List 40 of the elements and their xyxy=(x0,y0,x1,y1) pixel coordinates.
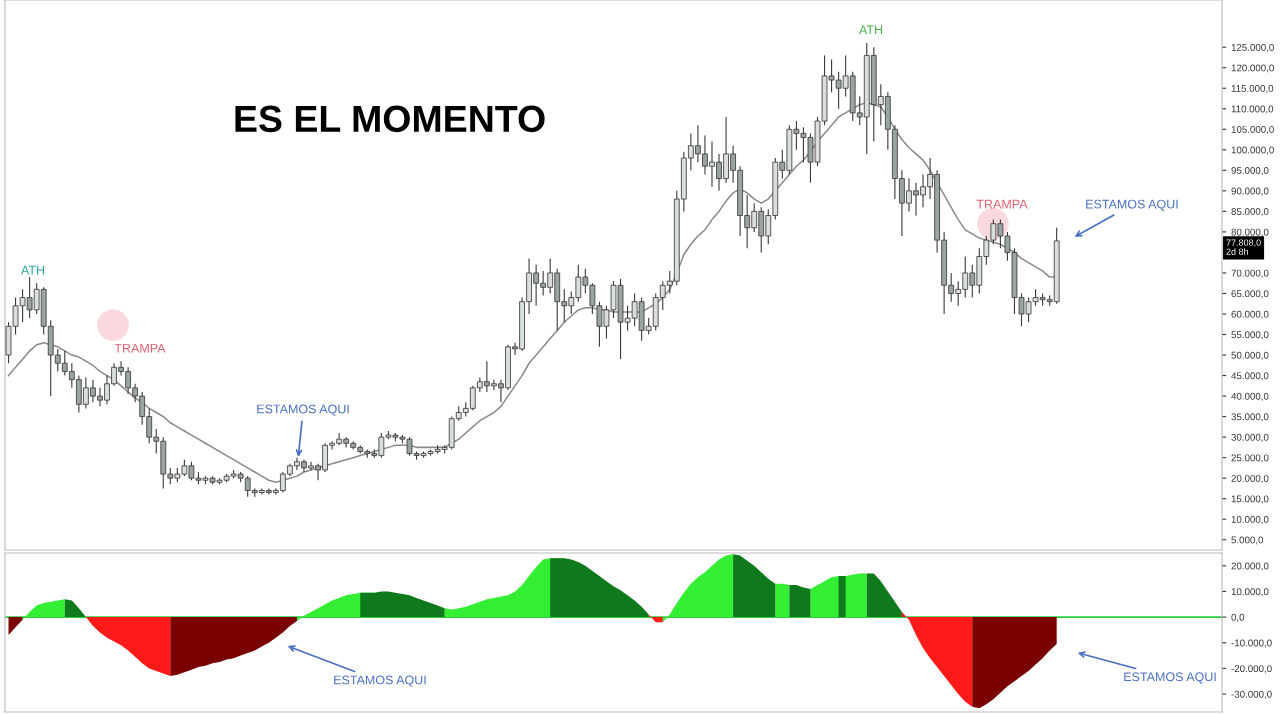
y-tick-label: 95.000,0 xyxy=(1231,167,1269,176)
annotation: ESTAMOS AQUI xyxy=(334,675,426,687)
y-tick-label: -10.000,0 xyxy=(1231,639,1272,648)
y-tick-label: 25.000,0 xyxy=(1231,454,1269,463)
y-tick-label: 55.000,0 xyxy=(1231,331,1269,340)
y-tick-label: 35.000,0 xyxy=(1231,413,1269,422)
annotation: ESTAMOS AQUI xyxy=(257,404,349,416)
y-tick-label: -20.000,0 xyxy=(1231,665,1272,674)
y-tick-label: 20.000,0 xyxy=(1231,474,1269,483)
annotation: ATH xyxy=(20,265,45,275)
y-tick-label: 80.000,0 xyxy=(1231,228,1269,237)
y-tick-label: 110.000,0 xyxy=(1231,105,1274,114)
y-tick-label: 100.000,0 xyxy=(1231,146,1274,155)
y-tick-label: 60.000,0 xyxy=(1231,310,1269,319)
y-tick-label: 70.000,0 xyxy=(1231,269,1269,278)
annotation: ESTAMOS AQUI xyxy=(1124,672,1216,684)
y-tick-label: 45.000,0 xyxy=(1231,372,1269,381)
y-tick-label: 115.000,0 xyxy=(1231,84,1274,94)
y-tick-label: 125.000,0 xyxy=(1231,43,1274,52)
y-tick-label: 120.000,0 xyxy=(1231,64,1274,73)
y-tick-label: 0,0 xyxy=(1231,613,1245,622)
y-tick-label: 15.000,0 xyxy=(1231,495,1269,504)
y-tick-label: 40.000,0 xyxy=(1231,392,1269,401)
y-tick-label: 85.000,0 xyxy=(1231,208,1269,217)
y-tick-label: 5.000,0 xyxy=(1231,536,1264,545)
annotation: TRAMPA xyxy=(114,343,166,353)
y-tick-label: 65.000,0 xyxy=(1231,290,1269,299)
annotation: TRAMPA xyxy=(976,199,1028,209)
y-tick-label: 90.000,0 xyxy=(1231,187,1269,196)
y-tick-label: 20.000,0 xyxy=(1231,562,1269,571)
y-tick-label: 50.000,0 xyxy=(1231,351,1269,360)
text: 77.808,0 2d 8h xyxy=(1226,239,1261,255)
text: ES EL MOMENTO xyxy=(235,105,545,133)
annotation: ESTAMOS AQUI xyxy=(1086,199,1178,211)
y-tick-label: 30.000,0 xyxy=(1231,433,1269,442)
y-tick-label: 10.000,0 xyxy=(1231,515,1269,524)
y-tick-label: 105.000,0 xyxy=(1231,126,1274,135)
annotation: ATH xyxy=(859,25,883,35)
y-tick-label: 10.000,0 xyxy=(1231,588,1269,597)
y-tick-label: -30.000,0 xyxy=(1231,690,1272,699)
